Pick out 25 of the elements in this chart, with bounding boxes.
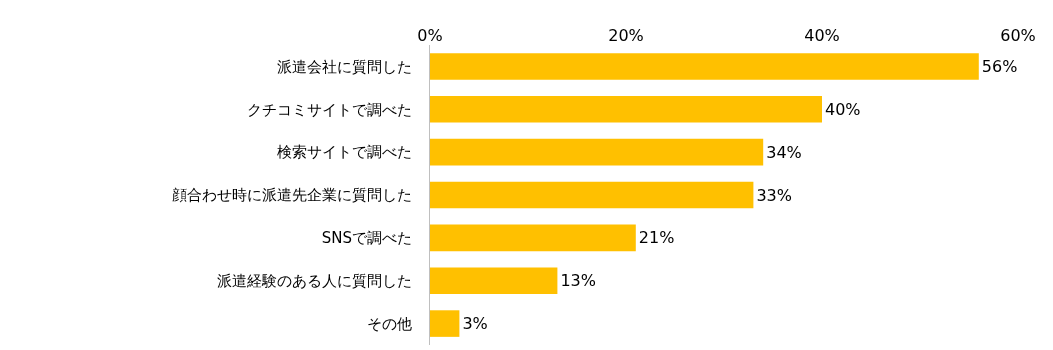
y-tick-label: クチコミサイトで調べた — [247, 100, 412, 119]
y-tick-label: 派遣会社に質問した — [277, 57, 412, 76]
y-tick-label: その他 — [367, 314, 412, 333]
bar — [430, 96, 822, 123]
data-label: 21% — [638, 228, 675, 248]
data-label: 40% — [825, 99, 861, 119]
bar — [430, 310, 460, 337]
bar — [430, 181, 754, 209]
x-tick-label: 60% — [1000, 25, 1036, 45]
y-tick-label: 検索サイトで調べた — [277, 143, 412, 162]
data-label: 33% — [756, 185, 792, 205]
y-tick-label: 顔合わせ時に派遣先企業に質問した — [172, 186, 412, 205]
data-label: 34% — [766, 142, 802, 162]
bar — [430, 267, 558, 294]
bar — [430, 138, 764, 166]
data-label: 56% — [981, 56, 1018, 76]
bar — [430, 224, 636, 252]
y-tick-label: 派遣経験のある人に質問した — [217, 271, 412, 290]
x-tick-label: 0% — [417, 25, 443, 45]
data-label: 3% — [462, 314, 488, 334]
x-tick-label: 40% — [804, 25, 840, 45]
bar — [430, 53, 979, 80]
y-tick-label: SNSで調べた — [321, 229, 412, 248]
data-label: 13% — [560, 271, 596, 291]
x-tick-label: 20% — [608, 25, 644, 45]
